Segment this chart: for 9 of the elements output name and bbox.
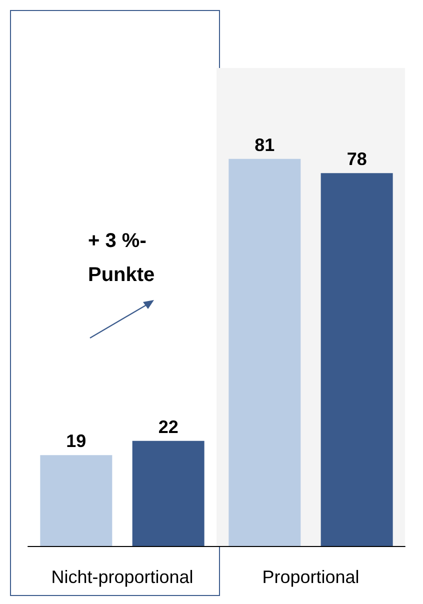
annotation: + 3 %- Punkte [88, 230, 155, 286]
data-label: 19 [66, 431, 86, 452]
data-label: 78 [346, 149, 367, 170]
x-tick-label: Nicht-proportional [51, 567, 194, 587]
bar [40, 455, 112, 546]
data-label: 22 [158, 416, 178, 437]
bar [132, 440, 204, 546]
data-label: 81 [254, 134, 275, 155]
x-tick-label: Proportional [262, 567, 360, 587]
